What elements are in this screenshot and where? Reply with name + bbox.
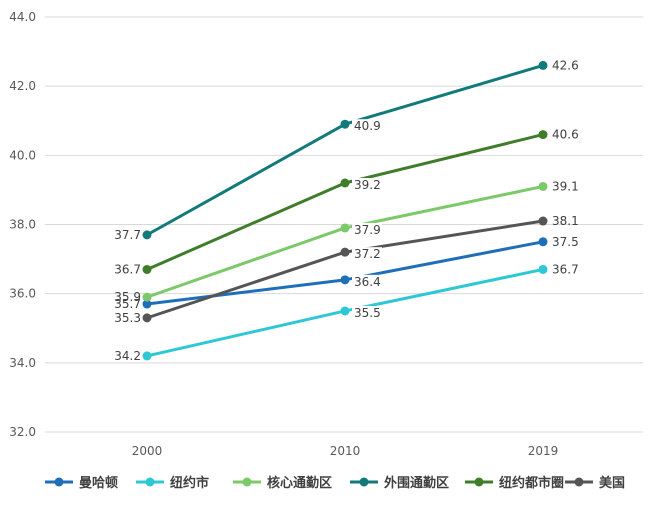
y-tick-label: 34.0 <box>9 356 36 370</box>
legend-label: 曼哈顿 <box>79 475 118 491</box>
data-label: 35.9 <box>114 290 141 304</box>
y-tick-label: 38.0 <box>9 218 36 232</box>
data-label-background <box>352 178 382 192</box>
data-label-background <box>352 274 382 289</box>
data-label: 37.5 <box>552 235 579 249</box>
data-point <box>340 247 350 257</box>
x-tick-label: 2019 <box>528 444 559 458</box>
legend-item: 纽约都市圈 <box>465 475 564 491</box>
y-tick-label: 40.0 <box>9 148 36 162</box>
legend-item: 曼哈顿 <box>45 475 118 491</box>
data-label: 36.7 <box>114 262 141 276</box>
data-point <box>538 237 548 247</box>
data-point <box>538 130 548 140</box>
data-label: 40.6 <box>552 128 579 142</box>
data-label: 36.7 <box>552 262 579 276</box>
data-label-background <box>352 305 382 320</box>
data-point <box>142 299 152 309</box>
data-label: 39.2 <box>354 178 381 192</box>
data-point <box>538 216 548 226</box>
legend-marker <box>242 477 252 487</box>
legend-marker <box>574 477 584 487</box>
data-point <box>340 178 350 188</box>
data-label: 35.7 <box>114 297 141 311</box>
data-point <box>142 230 152 240</box>
legend-marker <box>145 477 155 487</box>
y-tick-label: 36.0 <box>9 287 36 301</box>
data-label: 42.6 <box>552 58 579 72</box>
legend: 曼哈顿 纽约市 核心通勤区 外围通勤区 纽约都市圈 美国 <box>45 475 625 491</box>
data-point <box>142 313 152 323</box>
data-point <box>340 306 350 316</box>
data-label-background <box>352 222 382 237</box>
legend-item: 美国 <box>565 475 625 491</box>
data-label-background <box>352 119 382 134</box>
data-point <box>538 181 548 191</box>
data-point <box>142 292 152 302</box>
legend-marker <box>359 477 369 487</box>
data-point <box>340 275 350 285</box>
data-label: 37.9 <box>354 223 381 237</box>
data-point <box>340 223 350 233</box>
legend-item: 外围通勤区 <box>350 475 449 491</box>
data-label: 35.5 <box>354 306 381 320</box>
data-labels: 35.7 36.4 37.5 34.2 35.5 36.7 35.9 37.9 39.1 37.7… <box>114 58 579 363</box>
legend-label: 纽约都市圈 <box>499 475 564 491</box>
data-label: 37.7 <box>114 228 141 242</box>
data-point <box>142 351 152 361</box>
data-point <box>340 119 350 129</box>
data-label: 40.9 <box>354 119 381 133</box>
legend-item: 纽约市 <box>136 475 209 491</box>
data-label-background <box>352 247 382 262</box>
legend-label: 外围通勤区 <box>383 475 449 491</box>
data-label: 37.2 <box>354 247 381 261</box>
data-point <box>538 60 548 70</box>
data-label: 35.3 <box>114 311 141 325</box>
data-label: 34.2 <box>114 349 141 363</box>
data-point <box>538 264 548 274</box>
data-point <box>142 264 152 274</box>
y-tick-label: 44.0 <box>9 10 36 24</box>
data-label: 36.4 <box>354 275 381 289</box>
x-axis: 2000 2010 2019 <box>132 444 559 458</box>
legend-label: 美国 <box>599 475 625 491</box>
y-axis: 32.0 34.0 36.0 38.0 40.0 42.0 44.0 <box>9 10 36 439</box>
legend-label: 核心通勤区 <box>267 475 332 491</box>
y-tick-label: 42.0 <box>9 79 36 93</box>
legend-marker <box>54 477 64 487</box>
y-tick-label: 32.0 <box>9 425 36 439</box>
legend-item: 核心通勤区 <box>233 475 332 491</box>
series-line <box>146 219 544 320</box>
x-tick-label: 2010 <box>330 444 361 458</box>
data-label: 39.1 <box>552 179 579 193</box>
data-label: 38.1 <box>552 214 579 228</box>
series-points <box>142 60 548 361</box>
legend-label: 纽约市 <box>170 475 209 491</box>
legend-marker <box>474 477 484 487</box>
x-tick-label: 2000 <box>132 444 163 458</box>
